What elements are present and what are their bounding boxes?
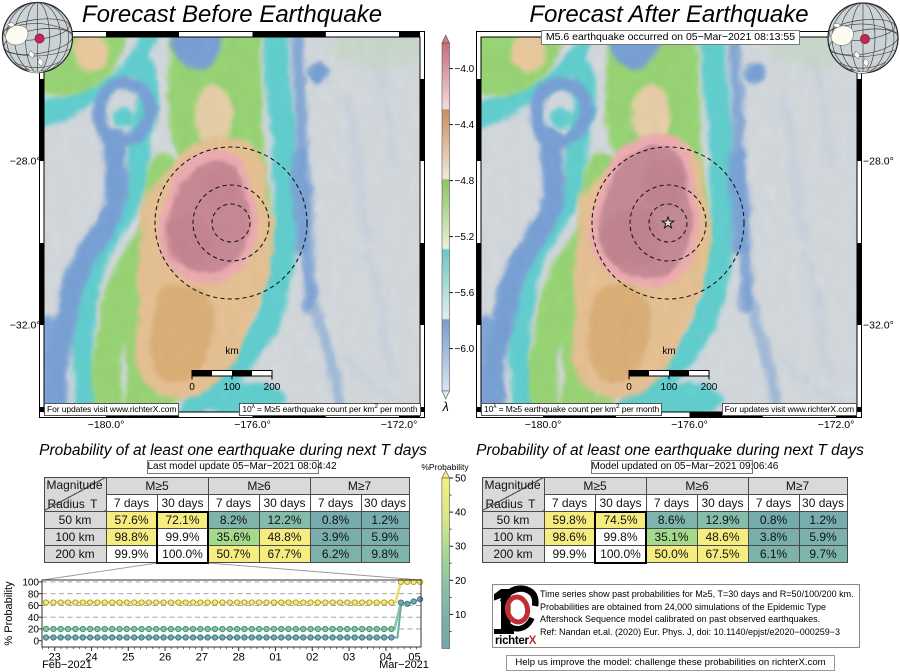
svg-text:0: 0 bbox=[33, 636, 39, 647]
svg-text:04: 04 bbox=[380, 652, 392, 664]
svg-text:200: 200 bbox=[264, 382, 281, 393]
svg-text:100: 100 bbox=[22, 578, 39, 589]
svg-text:0: 0 bbox=[189, 382, 195, 393]
svg-text:−5.2: −5.2 bbox=[455, 232, 475, 243]
svg-text:−32.0°: −32.0° bbox=[10, 320, 41, 332]
svg-text:10: 10 bbox=[455, 610, 467, 621]
svg-text:km: km bbox=[662, 346, 675, 357]
svg-text:200: 200 bbox=[701, 382, 718, 393]
svg-text:60: 60 bbox=[28, 601, 40, 612]
svg-text:27: 27 bbox=[196, 652, 208, 664]
svg-text:40: 40 bbox=[455, 508, 467, 519]
svg-text:100: 100 bbox=[224, 382, 241, 393]
svg-text:03: 03 bbox=[343, 652, 355, 664]
svg-text:0: 0 bbox=[626, 382, 632, 393]
svg-text:24: 24 bbox=[85, 652, 97, 664]
svg-text:richterX: richterX bbox=[495, 635, 537, 647]
svg-text:20: 20 bbox=[455, 576, 467, 587]
svg-text:−180.0°: −180.0° bbox=[88, 419, 125, 431]
svg-text:λ: λ bbox=[442, 400, 449, 414]
svg-text:50: 50 bbox=[455, 474, 467, 485]
svg-text:−180.0°: −180.0° bbox=[525, 419, 562, 431]
svg-text:% Probability: % Probability bbox=[3, 581, 15, 646]
svg-text:Feb−2021: Feb−2021 bbox=[42, 659, 92, 671]
svg-text:20: 20 bbox=[28, 625, 40, 636]
svg-text:23: 23 bbox=[49, 652, 61, 664]
svg-text:−5.6: −5.6 bbox=[455, 288, 475, 299]
svg-text:−172.0°: −172.0° bbox=[818, 419, 855, 431]
svg-text:−32.0°: −32.0° bbox=[863, 320, 894, 332]
svg-text:−4.4: −4.4 bbox=[455, 120, 475, 131]
svg-text:28: 28 bbox=[233, 652, 245, 664]
svg-text:05: 05 bbox=[408, 652, 420, 664]
svg-text:−172.0°: −172.0° bbox=[381, 419, 418, 431]
svg-text:−4.8: −4.8 bbox=[455, 176, 475, 187]
svg-text:−4.0: −4.0 bbox=[455, 64, 475, 75]
svg-text:−28.0°: −28.0° bbox=[863, 156, 894, 168]
svg-text:40: 40 bbox=[28, 613, 40, 624]
svg-text:−176.0°: −176.0° bbox=[671, 419, 708, 431]
svg-text:26: 26 bbox=[159, 652, 171, 664]
svg-text:02: 02 bbox=[306, 652, 318, 664]
svg-text:%Probability: %Probability bbox=[421, 462, 469, 472]
svg-text:25: 25 bbox=[122, 652, 134, 664]
svg-text:−176.0°: −176.0° bbox=[234, 419, 271, 431]
svg-text:100: 100 bbox=[661, 382, 678, 393]
svg-text:80: 80 bbox=[28, 589, 40, 600]
svg-text:−28.0°: −28.0° bbox=[10, 156, 41, 168]
svg-text:30: 30 bbox=[455, 542, 467, 553]
svg-text:01: 01 bbox=[269, 652, 281, 664]
svg-text:−6.0: −6.0 bbox=[455, 344, 475, 355]
svg-text:km: km bbox=[225, 346, 238, 357]
svg-text:Mar−2021: Mar−2021 bbox=[379, 659, 429, 671]
